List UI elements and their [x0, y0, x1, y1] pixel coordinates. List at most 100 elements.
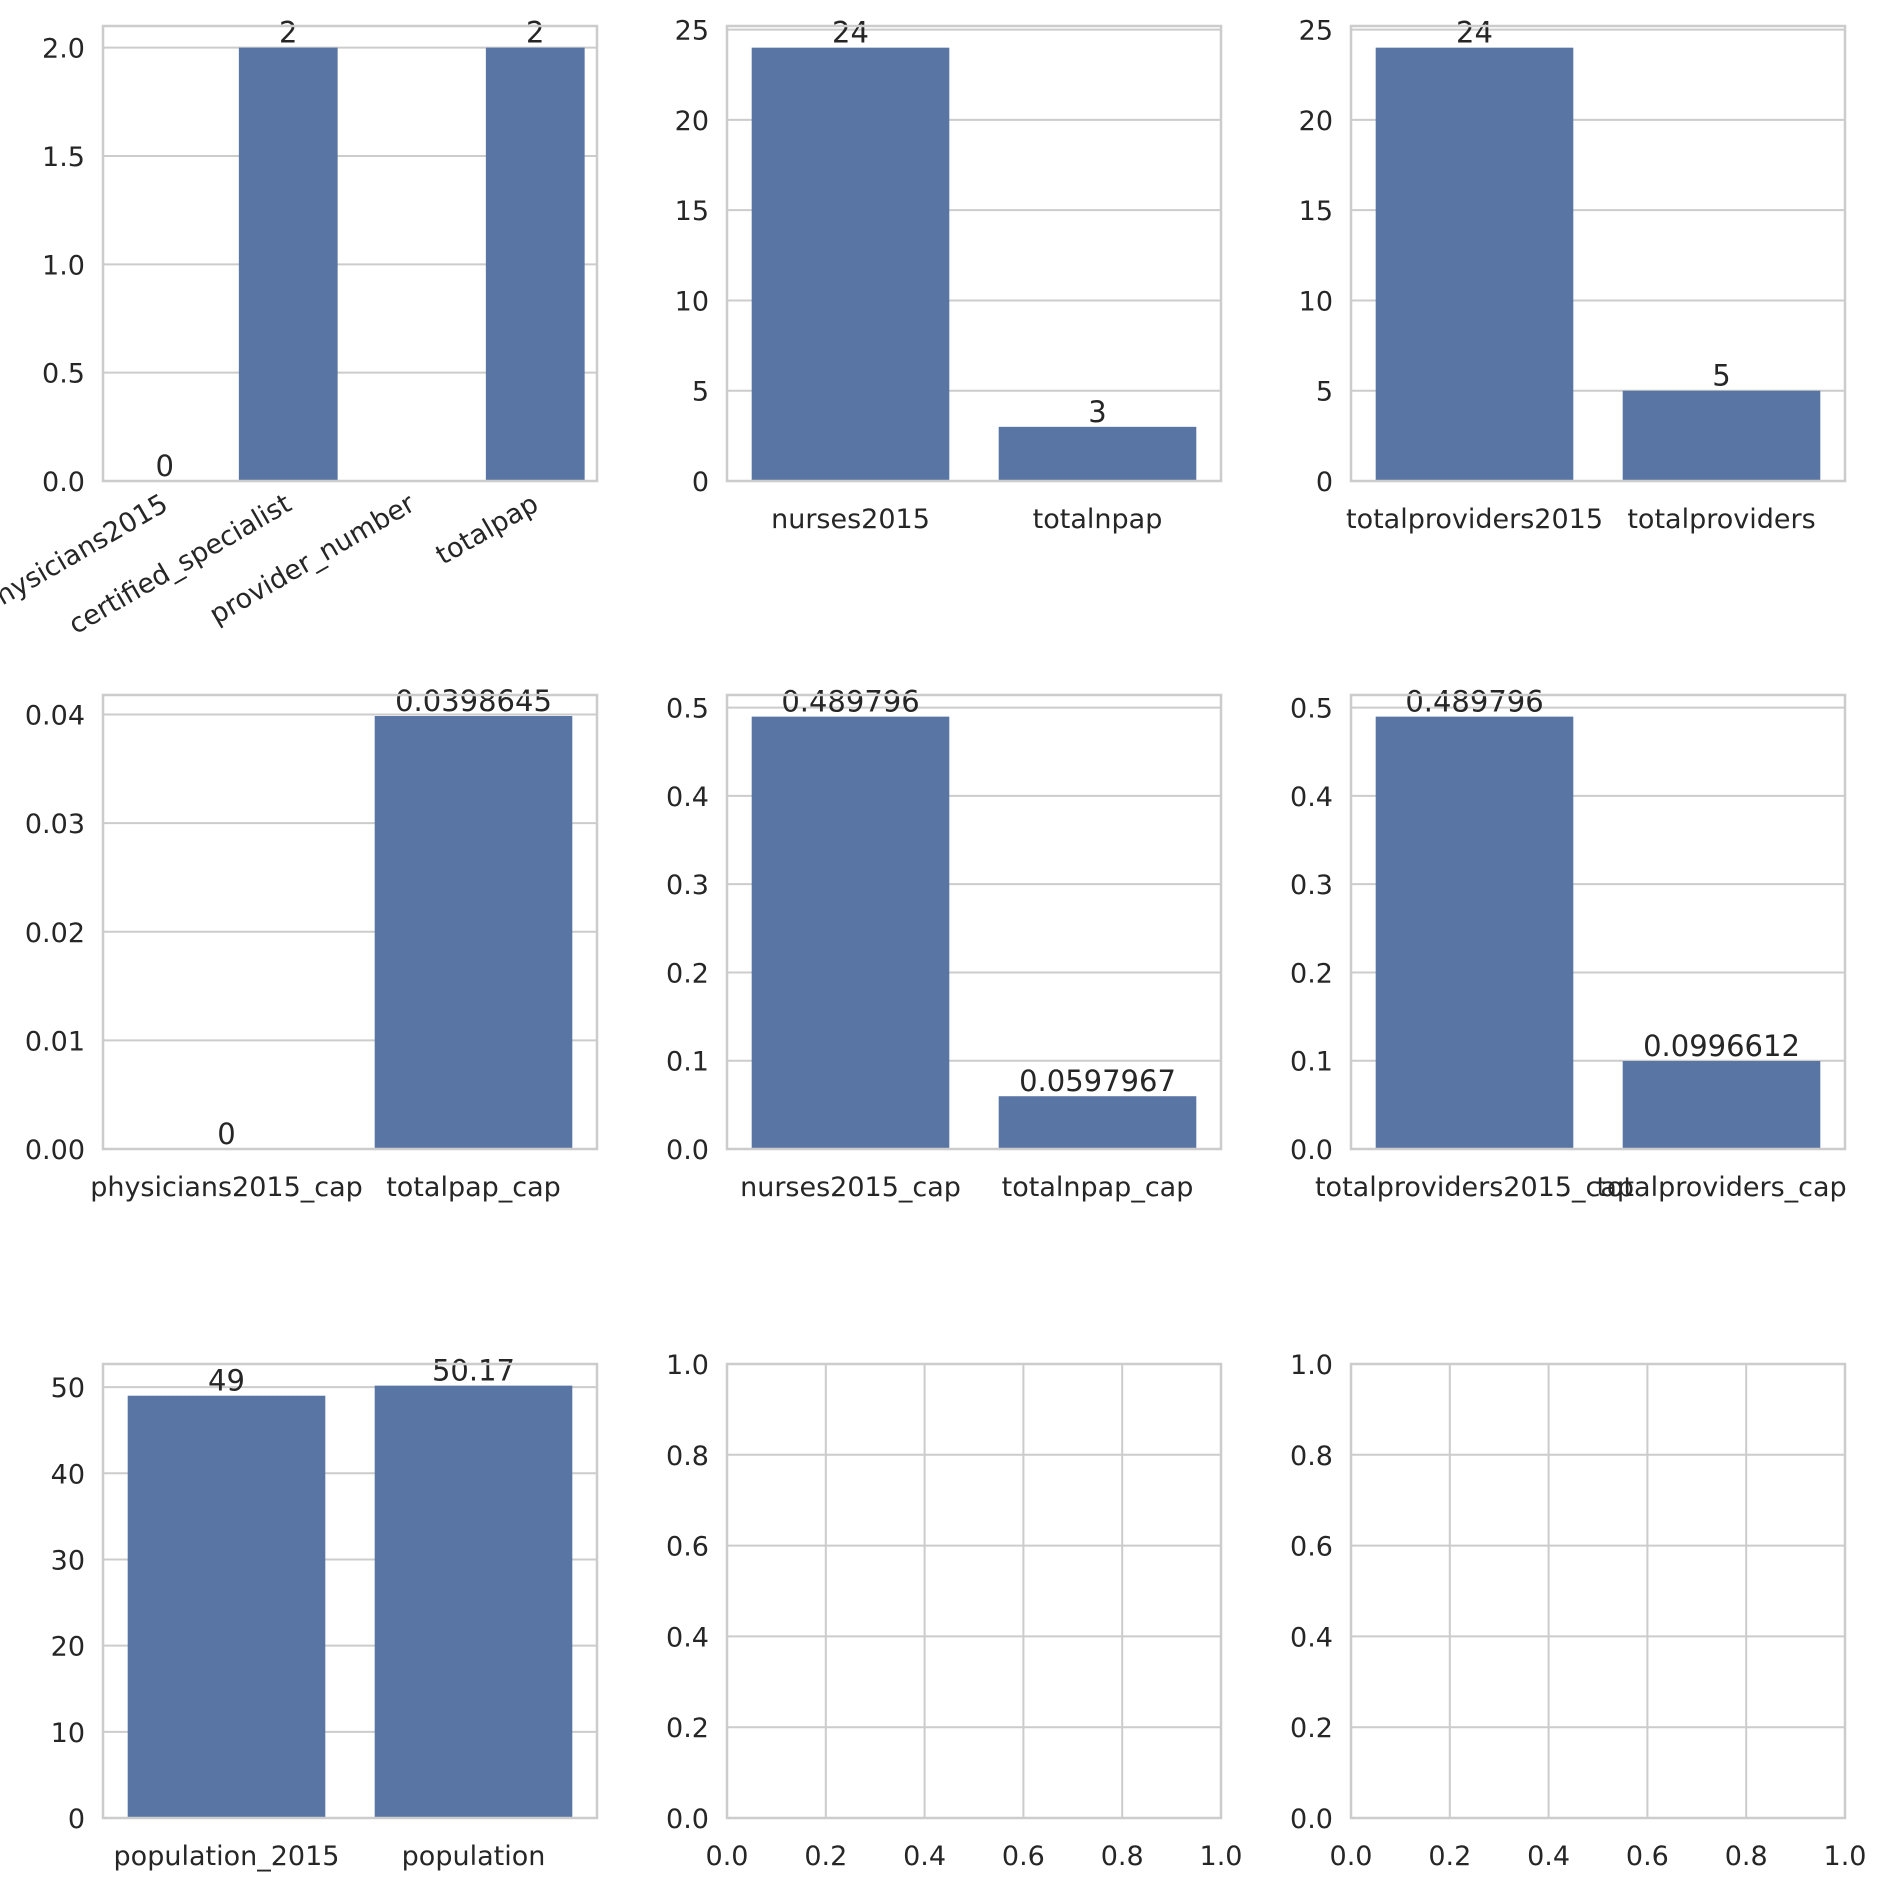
- y-tick-label: 15: [1299, 196, 1333, 227]
- bar-totalproviders2015: [1375, 47, 1574, 482]
- x-tick-label: totalproviders_cap: [1596, 1172, 1846, 1203]
- bar-value-label: 5: [1712, 359, 1730, 393]
- bar-totalpap: [485, 47, 585, 482]
- y-tick-label: 0: [692, 467, 709, 498]
- y-tick-label: 10: [675, 286, 709, 317]
- y-tick-label: 5: [1316, 377, 1333, 408]
- y-tick-label: 0.8: [1290, 1441, 1333, 1472]
- y-tick-label: 15: [675, 196, 709, 227]
- x-tick-label: population: [402, 1841, 546, 1872]
- y-tick-label: 0.00: [25, 1135, 85, 1166]
- x-tick-label: totalpap: [431, 488, 544, 571]
- y-tick-label: 0.01: [25, 1026, 85, 1057]
- bar-nurses2015: [751, 47, 950, 482]
- y-tick-label: 0.4: [1290, 1622, 1333, 1653]
- bar-nurses2015_cap: [751, 716, 950, 1149]
- subplot-6: 0.0 0.1 0.2 0.3 0.4 0.5 0.489796 totalproviders…: [1290, 685, 1847, 1203]
- bar-value-label: 3: [1088, 395, 1106, 429]
- axes-frame: [1349, 693, 1847, 1151]
- bar-population: [374, 1385, 573, 1818]
- y-tick-label: 1.5: [42, 142, 85, 173]
- bar-value-label: 2: [526, 16, 544, 50]
- bar-totalnpap_cap: [998, 1096, 1197, 1149]
- bar-value-label: 24: [1456, 16, 1493, 50]
- bar-population_2015: [127, 1395, 326, 1818]
- y-tick-label: 0.6: [1290, 1532, 1333, 1563]
- subplot-3: 0 5 10 15 20 25 24 totalproviders2015 5 totalprov…: [1299, 16, 1847, 535]
- subplot-5: 0.0 0.1 0.2 0.3 0.4 0.5 0.489796 nurses2015_cap…: [666, 685, 1223, 1203]
- bar-value-label: 0: [217, 1117, 235, 1151]
- y-tick-label: 0.2: [1290, 958, 1333, 989]
- y-tick-label: 0: [68, 1804, 85, 1835]
- x-tick-label: 0.2: [804, 1841, 847, 1872]
- axes-frame: [725, 1362, 1223, 1820]
- y-tick-label: 0: [1316, 467, 1333, 498]
- y-tick-label: 0.3: [666, 870, 709, 901]
- subplot-8: 0.0 0.2 0.4 0.6 0.8 1.0 0.0 0.2 0.4 0.6 0.8 1.0: [666, 1350, 1242, 1872]
- x-tick-label: 0.8: [1101, 1841, 1144, 1872]
- x-tick-label: totalpap_cap: [386, 1172, 561, 1203]
- bar-value-label: 0.0398645: [395, 684, 552, 718]
- subplot-9: 0.0 0.2 0.4 0.6 0.8 1.0 0.0 0.2 0.4 0.6 0.8 1.0: [1290, 1350, 1866, 1872]
- y-tick-label: 0.4: [666, 782, 709, 813]
- y-tick-label: 0.1: [666, 1047, 709, 1078]
- y-tick-label: 0.02: [25, 918, 85, 949]
- y-tick-label: 0.0: [1290, 1135, 1333, 1166]
- x-tick-label: physicians2015_cap: [90, 1172, 363, 1203]
- y-tick-label: 0.4: [1290, 782, 1333, 813]
- y-tick-label: 0.5: [42, 359, 85, 390]
- subplot-4: 0.00 0.01 0.02 0.03 0.04 0 physicians2015_cap 0…: [25, 684, 599, 1203]
- x-tick-label: population_2015: [114, 1841, 340, 1872]
- x-tick-label: 1.0: [1824, 1841, 1867, 1872]
- y-tick-label: 20: [51, 1632, 85, 1663]
- y-tick-label: 0.3: [1290, 870, 1333, 901]
- y-tick-label: 0.2: [1290, 1713, 1333, 1744]
- y-tick-label: 1.0: [42, 250, 85, 281]
- bar-value-label: 0.489796: [1405, 685, 1543, 719]
- y-tick-label: 25: [1299, 16, 1333, 47]
- bar-value-label: 0: [156, 449, 174, 483]
- bar-value-label: 0.489796: [781, 685, 919, 719]
- x-tick-label: 0.4: [903, 1841, 946, 1872]
- y-tick-label: 10: [1299, 286, 1333, 317]
- x-tick-label: 0.6: [1626, 1841, 1669, 1872]
- y-tick-label: 20: [1299, 106, 1333, 137]
- bar-totalproviders: [1622, 390, 1821, 481]
- y-tick-label: 0.03: [25, 809, 85, 840]
- y-tick-label: 20: [675, 106, 709, 137]
- y-tick-label: 50: [51, 1373, 85, 1404]
- bar-totalnpap: [998, 426, 1197, 481]
- bar-value-label: 0.0597967: [1019, 1064, 1176, 1098]
- bar-totalpap_cap: [374, 716, 573, 1149]
- axes-frame: [725, 693, 1223, 1151]
- y-tick-label: 0.5: [1290, 694, 1333, 725]
- x-tick-label: totalnpap: [1033, 504, 1163, 535]
- x-tick-label: nurses2015_cap: [740, 1172, 961, 1203]
- bar-value-label: 2: [279, 16, 297, 50]
- y-tick-label: 30: [51, 1545, 85, 1576]
- x-tick-label: 0.6: [1002, 1841, 1045, 1872]
- bar-totalproviders2015_cap: [1375, 716, 1574, 1149]
- x-tick-label: nurses2015: [771, 504, 930, 535]
- x-tick-label: 0.2: [1428, 1841, 1471, 1872]
- y-tick-label: 2.0: [42, 34, 85, 65]
- y-tick-label: 0.04: [25, 701, 85, 732]
- y-tick-label: 0.0: [666, 1804, 709, 1835]
- y-tick-label: 0.5: [666, 694, 709, 725]
- subplot-1: 0.00.51.01.52.00physicians20152certified…: [0, 16, 599, 641]
- subplot-2: 0 5 10 15 20 25 24 nurses2015 3 totalnpap: [675, 16, 1223, 535]
- x-tick-label: certified_specialist: [64, 488, 297, 640]
- axes-frame: [1349, 24, 1847, 483]
- axes-frame: [101, 693, 599, 1151]
- y-tick-label: 25: [675, 16, 709, 47]
- y-tick-label: 10: [51, 1718, 85, 1749]
- x-tick-label: 0.0: [1330, 1841, 1373, 1872]
- x-tick-label: 0.0: [706, 1841, 749, 1872]
- bar-value-label: 50.17: [432, 1354, 515, 1388]
- x-tick-label: totalproviders: [1627, 504, 1815, 535]
- x-tick-label: totalproviders2015_cap: [1315, 1172, 1634, 1203]
- y-tick-label: 0.0: [666, 1135, 709, 1166]
- bar-value-label: 0.0996612: [1643, 1029, 1800, 1063]
- x-tick-label: 1.0: [1200, 1841, 1243, 1872]
